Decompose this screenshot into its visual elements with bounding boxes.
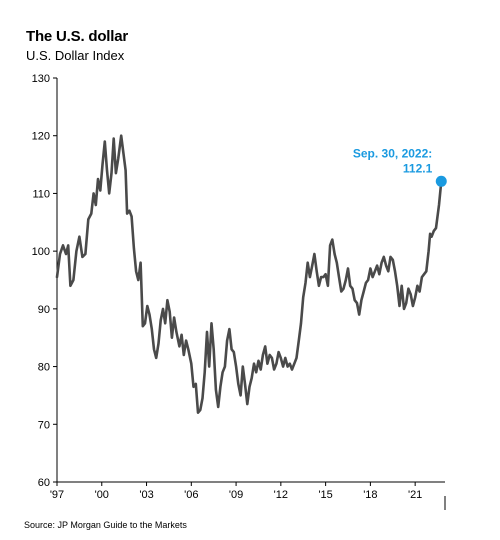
x-tick-label: '15 [318,489,332,501]
callout-value-label: 112.1 [403,161,433,175]
source-note: Source: JP Morgan Guide to the Markets [24,520,187,530]
y-tick-label: 80 [38,362,50,374]
y-tick-label: 130 [32,73,50,85]
y-tick-label: 100 [32,246,50,258]
chart-subtitle: U.S. Dollar Index [26,48,125,63]
annotation-layer: Sep. 30, 2022:112.1 [353,146,447,187]
callout-date-label: Sep. 30, 2022: [353,146,432,160]
y-tick-label: 90 [38,304,50,316]
x-tick-label: '06 [184,489,198,501]
y-tick-label: 120 [32,131,50,143]
x-tick-label: '03 [139,489,153,501]
x-tick-label: '12 [274,489,288,501]
y-axis-ticks: 60 70 80 90 100 110 120 130 [32,73,57,489]
y-tick-label: 70 [38,419,50,431]
latest-value-point [435,175,447,187]
x-tick-label: '00 [95,489,109,501]
x-tick-label: '97 [50,489,64,501]
y-tick-label: 60 [38,477,50,489]
chart-title: The U.S. dollar [26,28,129,45]
x-axis-ticks: '97 '00 '03 '06 '09 '12 '15 '18 '21 [50,482,446,510]
x-tick-label: '18 [363,489,377,501]
x-tick-label: '09 [229,489,243,501]
y-tick-label: 110 [32,188,50,200]
x-tick-label: '21 [408,489,422,501]
series-line-dollar-index [55,134,443,414]
series-layer [55,134,443,414]
